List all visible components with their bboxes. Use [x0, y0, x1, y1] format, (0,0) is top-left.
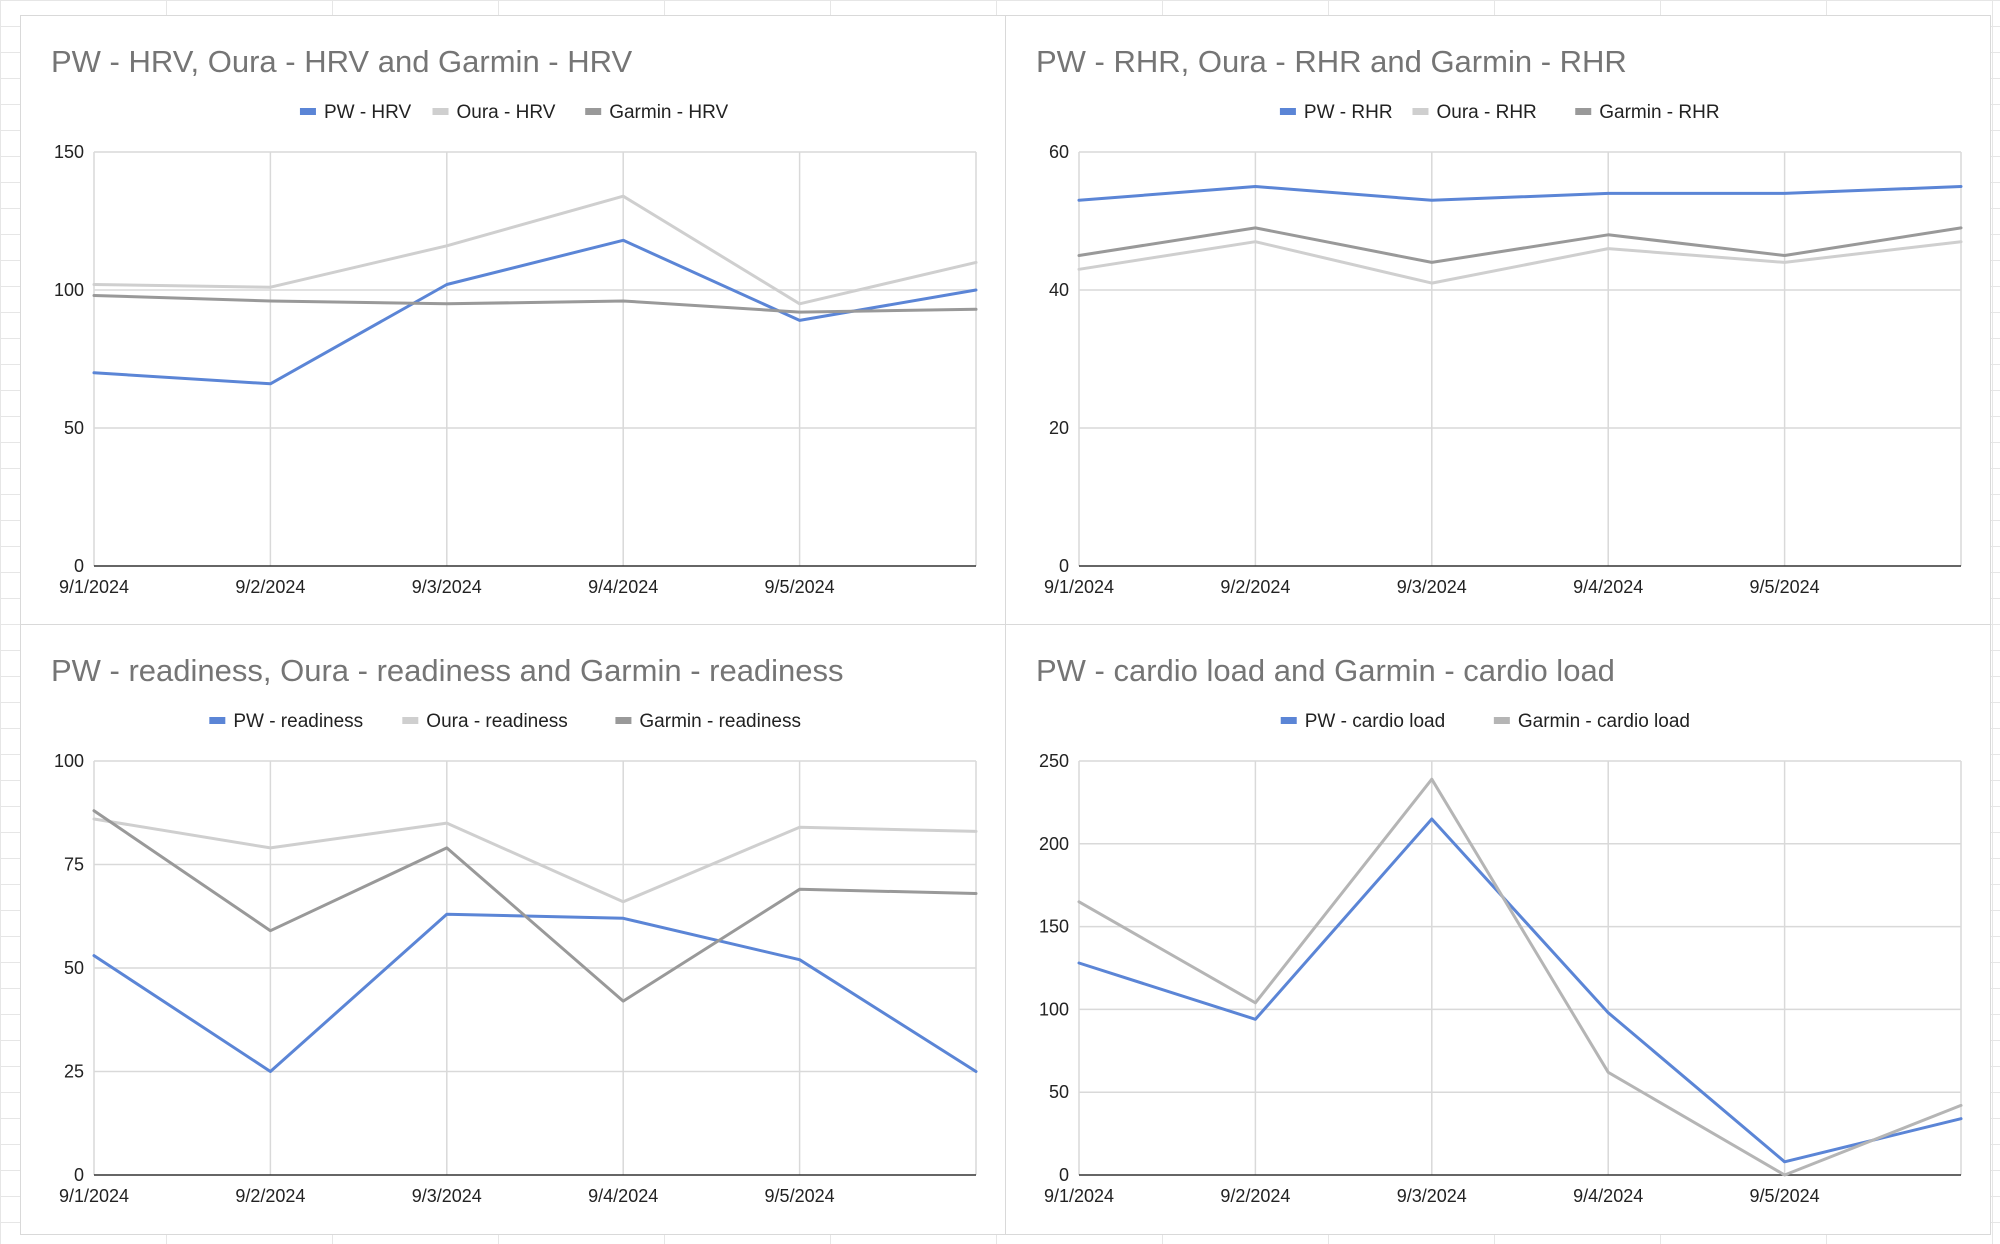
legend-label: Oura - HRV	[457, 102, 556, 123]
y-tick-label: 40	[1049, 280, 1069, 300]
legend-label: Garmin - readiness	[639, 711, 801, 732]
y-tick-label: 0	[1059, 1165, 1069, 1185]
y-tick-label: 0	[74, 556, 84, 576]
hrv-chart: PW - HRV, Oura - HRV and Garmin - HRV PW …	[51, 44, 978, 597]
y-tick-label: 60	[1049, 142, 1069, 162]
rhr-chart: PW - RHR, Oura - RHR and Garmin - RHR PW …	[1036, 44, 1963, 597]
chart-title: PW - HRV, Oura - HRV and Garmin - HRV	[51, 44, 632, 79]
y-tick-label: 100	[54, 751, 84, 771]
chart-panel-cardio-load[interactable]: PW - cardio load and Garmin - cardio loa…	[1005, 624, 1991, 1235]
y-tick-label: 100	[1039, 999, 1069, 1019]
series-line-1[interactable]	[92, 238, 978, 386]
y-tick-label: 0	[74, 1165, 84, 1185]
y-tick-label: 50	[1049, 1082, 1069, 1102]
legend-label: Oura - RHR	[1436, 102, 1536, 123]
y-tick-label: 150	[54, 142, 84, 162]
x-tick-label: 9/5/2024	[765, 577, 835, 597]
chart-title: PW - readiness, Oura - readiness and Gar…	[51, 653, 844, 688]
series-line-2[interactable]	[92, 817, 978, 904]
x-tick-label: 9/2/2024	[1220, 577, 1290, 597]
legend: PW - HRV Oura - HRV Garmin - HRV	[299, 102, 728, 123]
series-line-1[interactable]	[92, 912, 978, 1073]
y-tick-label: 50	[64, 958, 84, 978]
chart-panel-rhr[interactable]: PW - RHR, Oura - RHR and Garmin - RHR PW …	[1005, 15, 1991, 626]
chart-panel-hrv[interactable]: PW - HRV, Oura - HRV and Garmin - HRV PW …	[20, 15, 1006, 626]
series-line-3[interactable]	[1077, 226, 1963, 264]
x-tick-label: 9/5/2024	[1750, 577, 1820, 597]
x-tick-label: 9/2/2024	[235, 577, 305, 597]
y-tick-label: 100	[54, 280, 84, 300]
series-line-1[interactable]	[1077, 817, 1963, 1164]
x-tick-label: 9/1/2024	[1044, 577, 1114, 597]
x-tick-label: 9/1/2024	[59, 577, 129, 597]
legend-swatch	[402, 717, 419, 724]
legend-swatch	[615, 717, 632, 724]
y-tick-label: 250	[1039, 751, 1069, 771]
series-line-2[interactable]	[92, 194, 978, 306]
legend-swatch	[299, 108, 316, 115]
chart-title: PW - cardio load and Garmin - cardio loa…	[1036, 653, 1615, 688]
gridlines	[1078, 760, 1962, 1175]
legend: PW - RHR Oura - RHR Garmin - RHR	[1279, 102, 1720, 123]
chart-title: PW - RHR, Oura - RHR and Garmin - RHR	[1036, 44, 1627, 79]
series-line-3[interactable]	[92, 294, 978, 314]
legend-label: PW - RHR	[1304, 102, 1393, 123]
legend-swatch	[1493, 717, 1510, 724]
cardio-load-chart: PW - cardio load and Garmin - cardio loa…	[1036, 653, 1963, 1206]
legend-swatch	[1280, 717, 1297, 724]
y-tick-label: 50	[64, 418, 84, 438]
x-tick-label: 9/4/2024	[588, 1186, 658, 1206]
legend-label: PW - readiness	[233, 711, 363, 732]
gridlines	[93, 760, 977, 1175]
legend-swatch	[1279, 108, 1296, 115]
x-tick-label: 9/3/2024	[412, 577, 482, 597]
x-tick-label: 9/1/2024	[1044, 1186, 1114, 1206]
legend: PW - cardio load Garmin - cardio load	[1280, 711, 1690, 732]
legend-swatch	[432, 108, 449, 115]
x-tick-label: 9/4/2024	[588, 577, 658, 597]
chart-panel-readiness[interactable]: PW - readiness, Oura - readiness and Gar…	[20, 624, 1006, 1235]
y-tick-label: 75	[64, 855, 84, 875]
x-tick-label: 9/4/2024	[1573, 1186, 1643, 1206]
y-tick-label: 0	[1059, 556, 1069, 576]
legend-label: Garmin - RHR	[1599, 102, 1719, 123]
readiness-chart: PW - readiness, Oura - readiness and Gar…	[51, 653, 978, 1206]
x-tick-label: 9/5/2024	[1750, 1186, 1820, 1206]
y-tick-label: 200	[1039, 834, 1069, 854]
y-tick-label: 20	[1049, 418, 1069, 438]
legend-label: PW - cardio load	[1305, 711, 1445, 732]
y-tick-label: 150	[1039, 917, 1069, 937]
x-tick-label: 9/3/2024	[412, 1186, 482, 1206]
legend-label: Garmin - cardio load	[1518, 711, 1690, 732]
legend-swatch	[209, 717, 226, 724]
x-tick-label: 9/5/2024	[765, 1186, 835, 1206]
x-tick-label: 9/3/2024	[1397, 1186, 1467, 1206]
legend: PW - readiness Oura - readiness Garmin - r…	[209, 711, 801, 732]
x-tick-label: 9/1/2024	[59, 1186, 129, 1206]
x-tick-label: 9/2/2024	[235, 1186, 305, 1206]
y-tick-label: 25	[64, 1062, 84, 1082]
x-tick-label: 9/2/2024	[1220, 1186, 1290, 1206]
series-line-2[interactable]	[1077, 240, 1963, 285]
legend-swatch	[585, 108, 602, 115]
series-line-3[interactable]	[92, 809, 978, 1003]
x-tick-label: 9/3/2024	[1397, 577, 1467, 597]
legend-swatch	[1412, 108, 1429, 115]
x-tick-label: 9/4/2024	[1573, 577, 1643, 597]
series-line-1[interactable]	[1077, 185, 1963, 202]
legend-label: PW - HRV	[324, 102, 412, 123]
gridlines	[1078, 151, 1962, 566]
legend-label: Oura - readiness	[426, 711, 568, 732]
legend-swatch	[1575, 108, 1592, 115]
legend-label: Garmin - HRV	[609, 102, 728, 123]
gridlines	[93, 151, 977, 566]
series-line-2[interactable]	[1077, 777, 1963, 1177]
